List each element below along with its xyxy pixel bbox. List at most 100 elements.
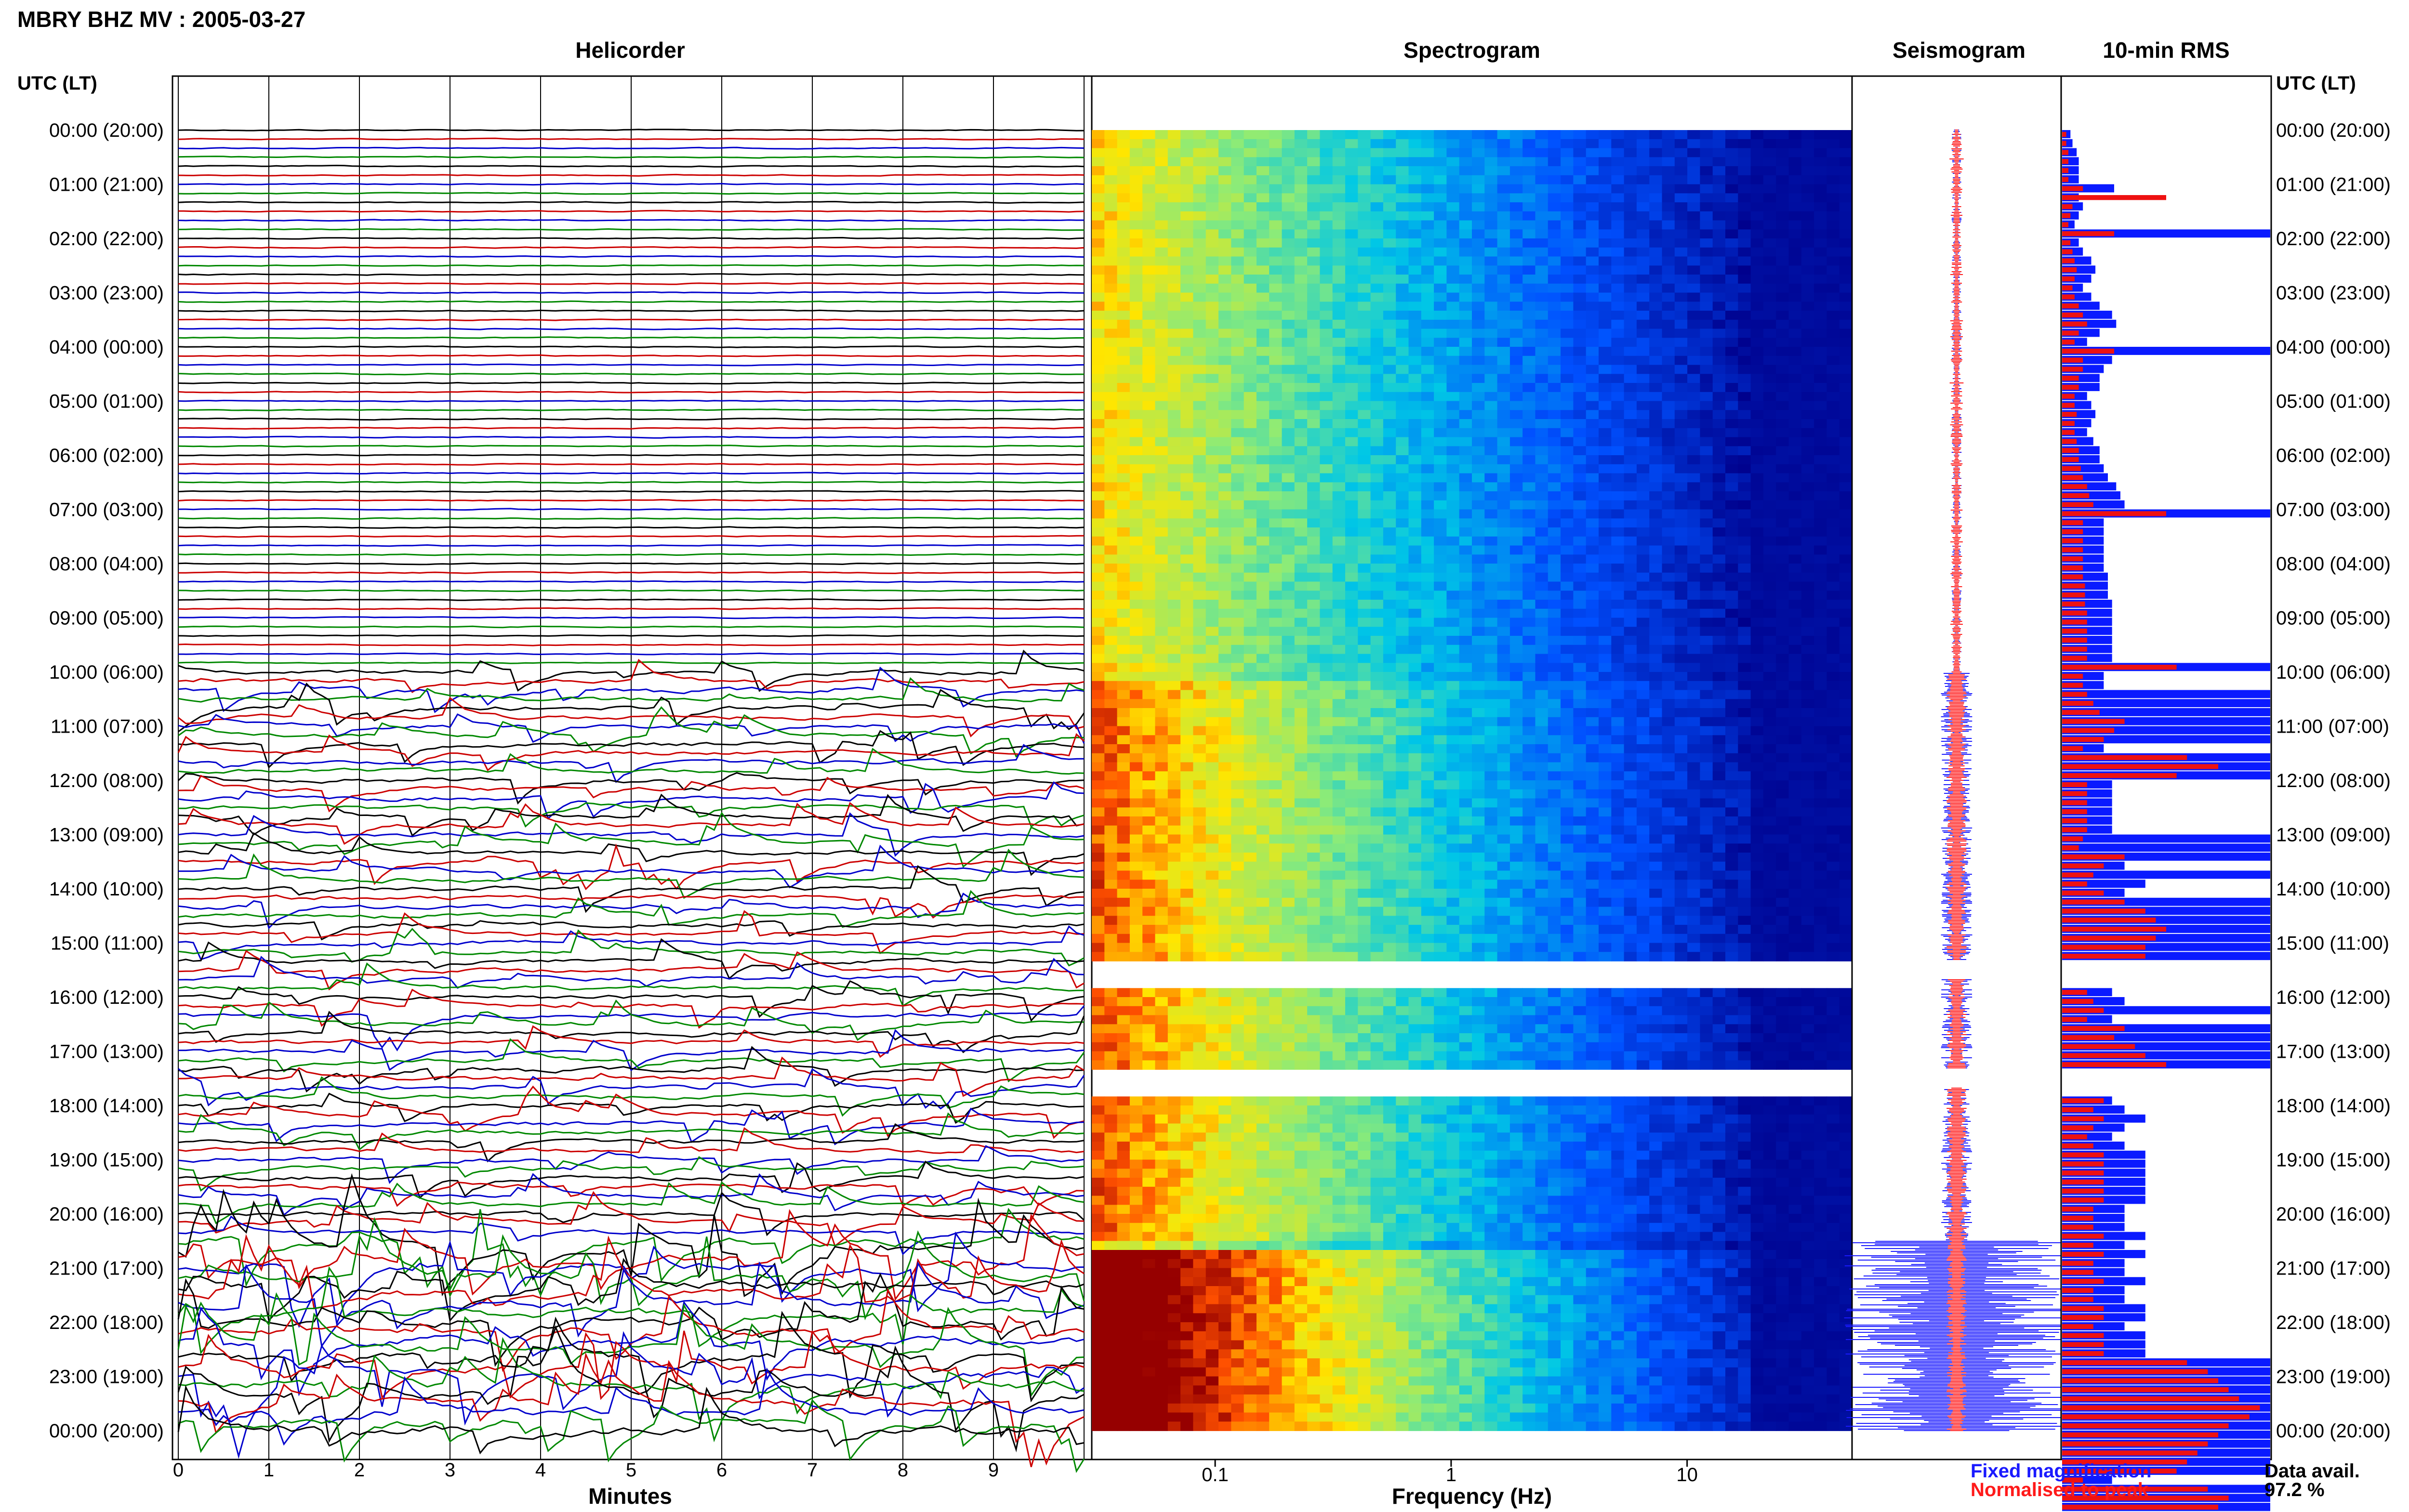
spectrogram-cell (1256, 825, 1270, 835)
spectrogram-cell (1167, 807, 1181, 817)
helicorder-trace (178, 1191, 1085, 1236)
spectrogram-cell (1599, 446, 1612, 456)
spectrogram-cell (1193, 500, 1206, 510)
spectrogram-cell (1129, 554, 1143, 564)
spectrogram-cell (1231, 193, 1244, 203)
spectrogram-cell (1788, 428, 1802, 438)
spectrogram-cell (1446, 500, 1460, 510)
spectrogram-cell (1586, 139, 1599, 149)
spectrogram-cell (1142, 347, 1156, 356)
spectrogram-cell (1104, 338, 1118, 347)
spectrogram-cell (1662, 193, 1675, 203)
spectrogram-cell (1104, 608, 1118, 618)
spectrogram-cell (1282, 302, 1295, 311)
spectrogram-cell (1662, 581, 1675, 592)
spectrogram-cell (1383, 608, 1396, 618)
spectrogram-cell (1573, 275, 1587, 284)
spectrogram-cell (1674, 816, 1688, 826)
spectrogram-cell (1674, 202, 1688, 212)
spectrogram-cell (1408, 753, 1422, 763)
spectrogram-cell (1674, 491, 1688, 501)
spectrogram-cell (1472, 184, 1485, 194)
spectrogram-cell (1244, 834, 1257, 844)
spectrogram-cell (1827, 437, 1840, 447)
spectrogram-cell (1814, 491, 1827, 501)
spectrogram-cell (1307, 329, 1321, 339)
spectrogram-cell (1776, 644, 1789, 655)
spectrogram-cell (1573, 636, 1587, 645)
spectrogram-cell (1662, 184, 1675, 194)
spectrogram-cell (1788, 681, 1802, 691)
spectrogram-cell (1345, 184, 1359, 194)
spectrogram-cell (1244, 329, 1257, 339)
spectrogram-cell (1624, 798, 1637, 808)
spectrogram-cell (1205, 311, 1219, 320)
spectrogram-cell (1180, 446, 1194, 456)
spectrogram-cell (1624, 608, 1637, 618)
spectrogram-cell (1142, 392, 1156, 402)
spectrogram-cell (1573, 536, 1587, 546)
spectrogram-cell (1231, 437, 1244, 447)
spectrogram-cell (1827, 365, 1840, 375)
spectrogram-cell (1750, 292, 1764, 302)
spectrogram-cell (1092, 518, 1105, 528)
spectrogram-cell (1636, 500, 1650, 510)
spectrogram-cell (1307, 591, 1321, 600)
spectrogram-cell (1509, 347, 1523, 356)
spectrogram-cell (1573, 591, 1587, 600)
spectrogram-cell (1586, 283, 1599, 293)
spectrogram-cell (1636, 636, 1650, 645)
spectrogram-cell (1548, 211, 1561, 221)
spectrogram-cell (1700, 139, 1713, 149)
spectrogram-cell (1421, 437, 1434, 447)
spectrogram-cell (1370, 473, 1384, 483)
spectrogram-cell (1636, 726, 1650, 736)
spectrogram-cell (1839, 355, 1853, 366)
spectrogram-cell (1370, 355, 1384, 366)
spectrogram-cell (1231, 347, 1244, 356)
spectrogram-cell (1104, 292, 1118, 302)
spectrogram-cell (1484, 798, 1498, 808)
spectrogram-cell (1104, 157, 1118, 167)
spectrogram-cell (1167, 536, 1181, 546)
spectrogram-cell (1586, 437, 1599, 447)
spectrogram-cell (1687, 455, 1701, 465)
spectrogram-cell (1459, 130, 1472, 140)
spectrogram-cell (1256, 365, 1270, 375)
spectrogram-cell (1662, 717, 1675, 727)
spectrogram-cell (1522, 446, 1536, 456)
spectrogram-cell (1256, 302, 1270, 311)
spectrogram-cell (1282, 365, 1295, 375)
spectrogram-cell (1320, 536, 1333, 546)
spectrogram-cell (1117, 500, 1130, 510)
spectrogram-cell (1662, 473, 1675, 483)
spectrogram-cell (1484, 681, 1498, 691)
spectrogram-cell (1193, 229, 1206, 239)
spectrogram-cell (1509, 292, 1523, 302)
spectrogram-cell (1599, 744, 1612, 754)
spectrogram-cell (1218, 636, 1232, 645)
spectrogram-cell (1586, 329, 1599, 339)
spectrogram-cell (1244, 202, 1257, 212)
helicorder-trace (178, 562, 1085, 565)
spectrogram-cell (1472, 536, 1485, 546)
spectrogram-cell (1269, 374, 1283, 383)
helicorder-trace (178, 802, 1085, 828)
spectrogram-cell (1167, 319, 1181, 329)
spectrogram-cell (1320, 130, 1333, 140)
spectrogram-cell (1231, 211, 1244, 221)
spectrogram-cell (1282, 311, 1295, 320)
helicorder-trace (178, 210, 1085, 213)
spectrogram-cell (1218, 148, 1232, 158)
spectrogram-cell (1725, 527, 1739, 537)
spectrogram-cell (1421, 780, 1434, 790)
spectrogram-cell (1599, 735, 1612, 745)
spectrogram-cell (1674, 374, 1688, 383)
spectrogram-cell (1624, 789, 1637, 799)
spectrogram-cell (1358, 211, 1371, 221)
spectrogram-cell (1244, 220, 1257, 230)
spectrogram-cell (1269, 283, 1283, 293)
spectrogram-cell (1624, 193, 1637, 203)
spectrogram-cell (1497, 401, 1510, 411)
spectrogram-cell (1700, 572, 1713, 582)
